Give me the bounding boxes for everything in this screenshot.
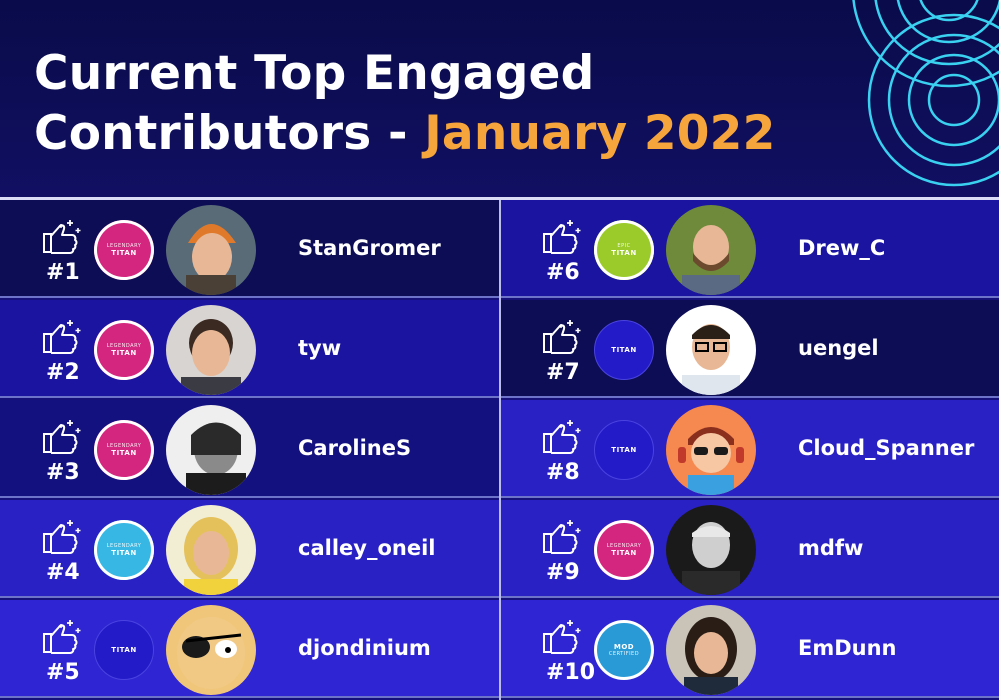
title-line-2: Contributors - January 2022 [34,104,775,164]
thumbs-up-sparkle-icon [543,219,582,254]
badge-line-2: TITAN [111,249,137,257]
avatar [666,205,756,295]
leaderboard-row: #9 LEGENDARY TITAN mdfw [500,500,999,598]
avatar [166,505,256,595]
rank-badge: LEGENDARY TITAN [94,520,154,580]
avatar [666,605,756,695]
contributor-name[interactable]: calley_oneil [298,536,436,560]
thumbs-up-sparkle-icon [543,419,582,454]
contributor-name[interactable]: EmDunn [798,636,897,660]
leaderboard-row: #4 LEGENDARY TITAN calley_oneil [0,500,499,598]
thumbs-up-sparkle-icon [43,219,82,254]
avatar [666,405,756,495]
badge-line-1: LEGENDARY [106,343,142,349]
page-title: Current Top Engaged Contributors - Janua… [34,44,775,164]
badge-line-2: TITAN [611,446,637,454]
title-line-1: Current Top Engaged [34,46,595,101]
rank-label: #3 [46,460,80,485]
leaderboard-row: #1 LEGENDARY TITAN StanGromer [0,200,499,298]
avatar [166,205,256,295]
rank-badge: TITAN [594,420,654,480]
badge-line-2: TITAN [611,549,637,557]
rank-badge: LEGENDARY TITAN [594,520,654,580]
leaderboard-row: #2 LEGENDARY TITAN tyw [0,300,499,398]
rank-badge: EPIC TITAN [594,220,654,280]
avatar [666,505,756,595]
thumbs-up-sparkle-icon [543,319,582,354]
contributor-name[interactable]: StanGromer [298,236,441,260]
rank-label: #8 [546,460,580,485]
rank-label: #4 [46,560,80,585]
rank-label: #5 [46,660,80,685]
thumbs-up-sparkle-icon [43,419,82,454]
rank-badge: TITAN [94,620,154,680]
avatar [166,305,256,395]
leaderboard-row: #5 TITAN djondinium [0,600,499,698]
rank-label: #1 [46,260,80,285]
badge-line-2: TITAN [111,449,137,457]
leaderboard-row: #10 MOD CERTIFIED EmDunn [500,600,999,698]
leaderboard-row: #7 TITAN uengel [500,300,999,398]
badge-line-2: TITAN [111,349,137,357]
badge-line-1: MOD [613,643,635,651]
avatar [166,605,256,695]
thumbs-up-sparkle-icon [43,519,82,554]
badge-line-2: TITAN [111,549,137,557]
thumbs-up-sparkle-icon [543,619,582,654]
header-divider [0,197,999,200]
badge-line-2: TITAN [111,646,137,654]
contributor-name[interactable]: uengel [798,336,879,360]
leaderboard-column-left: #1 LEGENDARY TITAN StanGromer #2 LEGENDARY TIT… [0,200,499,700]
badge-line-1: LEGENDARY [606,543,642,549]
leaderboard-row: #3 LEGENDARY TITAN CarolineS [0,400,499,498]
badge-line-1: LEGENDARY [106,443,142,449]
badge-line-2: TITAN [611,346,637,354]
contributor-name[interactable]: Drew_C [798,236,886,260]
avatar [166,405,256,495]
contributor-name[interactable]: djondinium [298,636,431,660]
contributor-name[interactable]: tyw [298,336,342,360]
rank-label: #6 [546,260,580,285]
contributor-name[interactable]: mdfw [798,536,864,560]
leaderboard: #1 LEGENDARY TITAN StanGromer #2 LEGENDARY TIT… [0,200,999,700]
rank-badge: TITAN [594,320,654,380]
rank-label: #2 [46,360,80,385]
badge-line-2: TITAN [611,249,637,257]
rank-label: #10 [546,660,596,685]
rank-badge: LEGENDARY TITAN [94,320,154,380]
rank-badge: LEGENDARY TITAN [94,220,154,280]
contributor-name[interactable]: Cloud_Spanner [798,436,975,460]
rank-badge: LEGENDARY TITAN [94,420,154,480]
concentric-rings-decoration [852,0,999,187]
title-prefix: Contributors - [34,106,425,161]
badge-line-1: LEGENDARY [106,543,142,549]
leaderboard-column-right: #6 EPIC TITAN Drew_C #7 TITAN uengel #8 TITAN Clo… [500,200,999,700]
thumbs-up-sparkle-icon [43,319,82,354]
leaderboard-row: #6 EPIC TITAN Drew_C [500,200,999,298]
thumbs-up-sparkle-icon [43,619,82,654]
badge-line-2: CERTIFIED [608,651,640,657]
rank-badge: MOD CERTIFIED [594,620,654,680]
badge-line-1: EPIC [617,243,631,249]
column-divider [499,200,501,700]
title-accent: January 2022 [424,106,776,161]
rank-label: #9 [546,560,580,585]
badge-line-1: LEGENDARY [106,243,142,249]
leaderboard-row: #8 TITAN Cloud_Spanner [500,400,999,498]
rank-label: #7 [546,360,580,385]
header-banner: Current Top Engaged Contributors - Janua… [0,0,999,197]
thumbs-up-sparkle-icon [543,519,582,554]
contributor-name[interactable]: CarolineS [298,436,412,460]
avatar [666,305,756,395]
